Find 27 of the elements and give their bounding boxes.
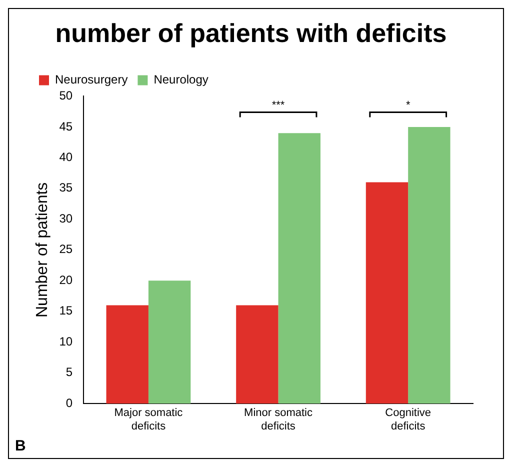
- y-tick-label: 15: [59, 304, 73, 318]
- x-tick-label: Major somatic deficits: [114, 407, 184, 432]
- annotation: ***: [272, 100, 286, 112]
- x-tick-label: Cognitive deficits: [385, 407, 432, 432]
- y-tick-label: 45: [59, 119, 73, 134]
- chart-title: number of patients with deficits: [55, 18, 447, 48]
- y-tick-label: 30: [59, 211, 73, 226]
- y-tick-label: 25: [59, 242, 73, 256]
- x-tick-label: Minor somatic deficits: [244, 407, 313, 432]
- bar: [278, 133, 320, 404]
- y-axis-title: Number of patients: [34, 182, 52, 318]
- text: B: [15, 438, 26, 455]
- bar: [236, 305, 278, 404]
- y-tick-label: 10: [59, 334, 73, 348]
- y-tick-label: 40: [59, 150, 73, 164]
- legend-label: Neurosurgery: [55, 72, 128, 87]
- y-tick-label: 5: [66, 365, 73, 380]
- legend-label: Neurology: [154, 72, 208, 87]
- y-tick-label: 50: [59, 88, 73, 103]
- y-tick-label: 20: [59, 272, 73, 287]
- bar: [366, 182, 408, 404]
- bar: [106, 305, 148, 404]
- y-tick-label: 35: [59, 180, 73, 195]
- annotation: *: [406, 100, 411, 112]
- bar: [408, 126, 450, 404]
- y-tick-label: 0: [66, 396, 73, 410]
- bar: [148, 280, 191, 404]
